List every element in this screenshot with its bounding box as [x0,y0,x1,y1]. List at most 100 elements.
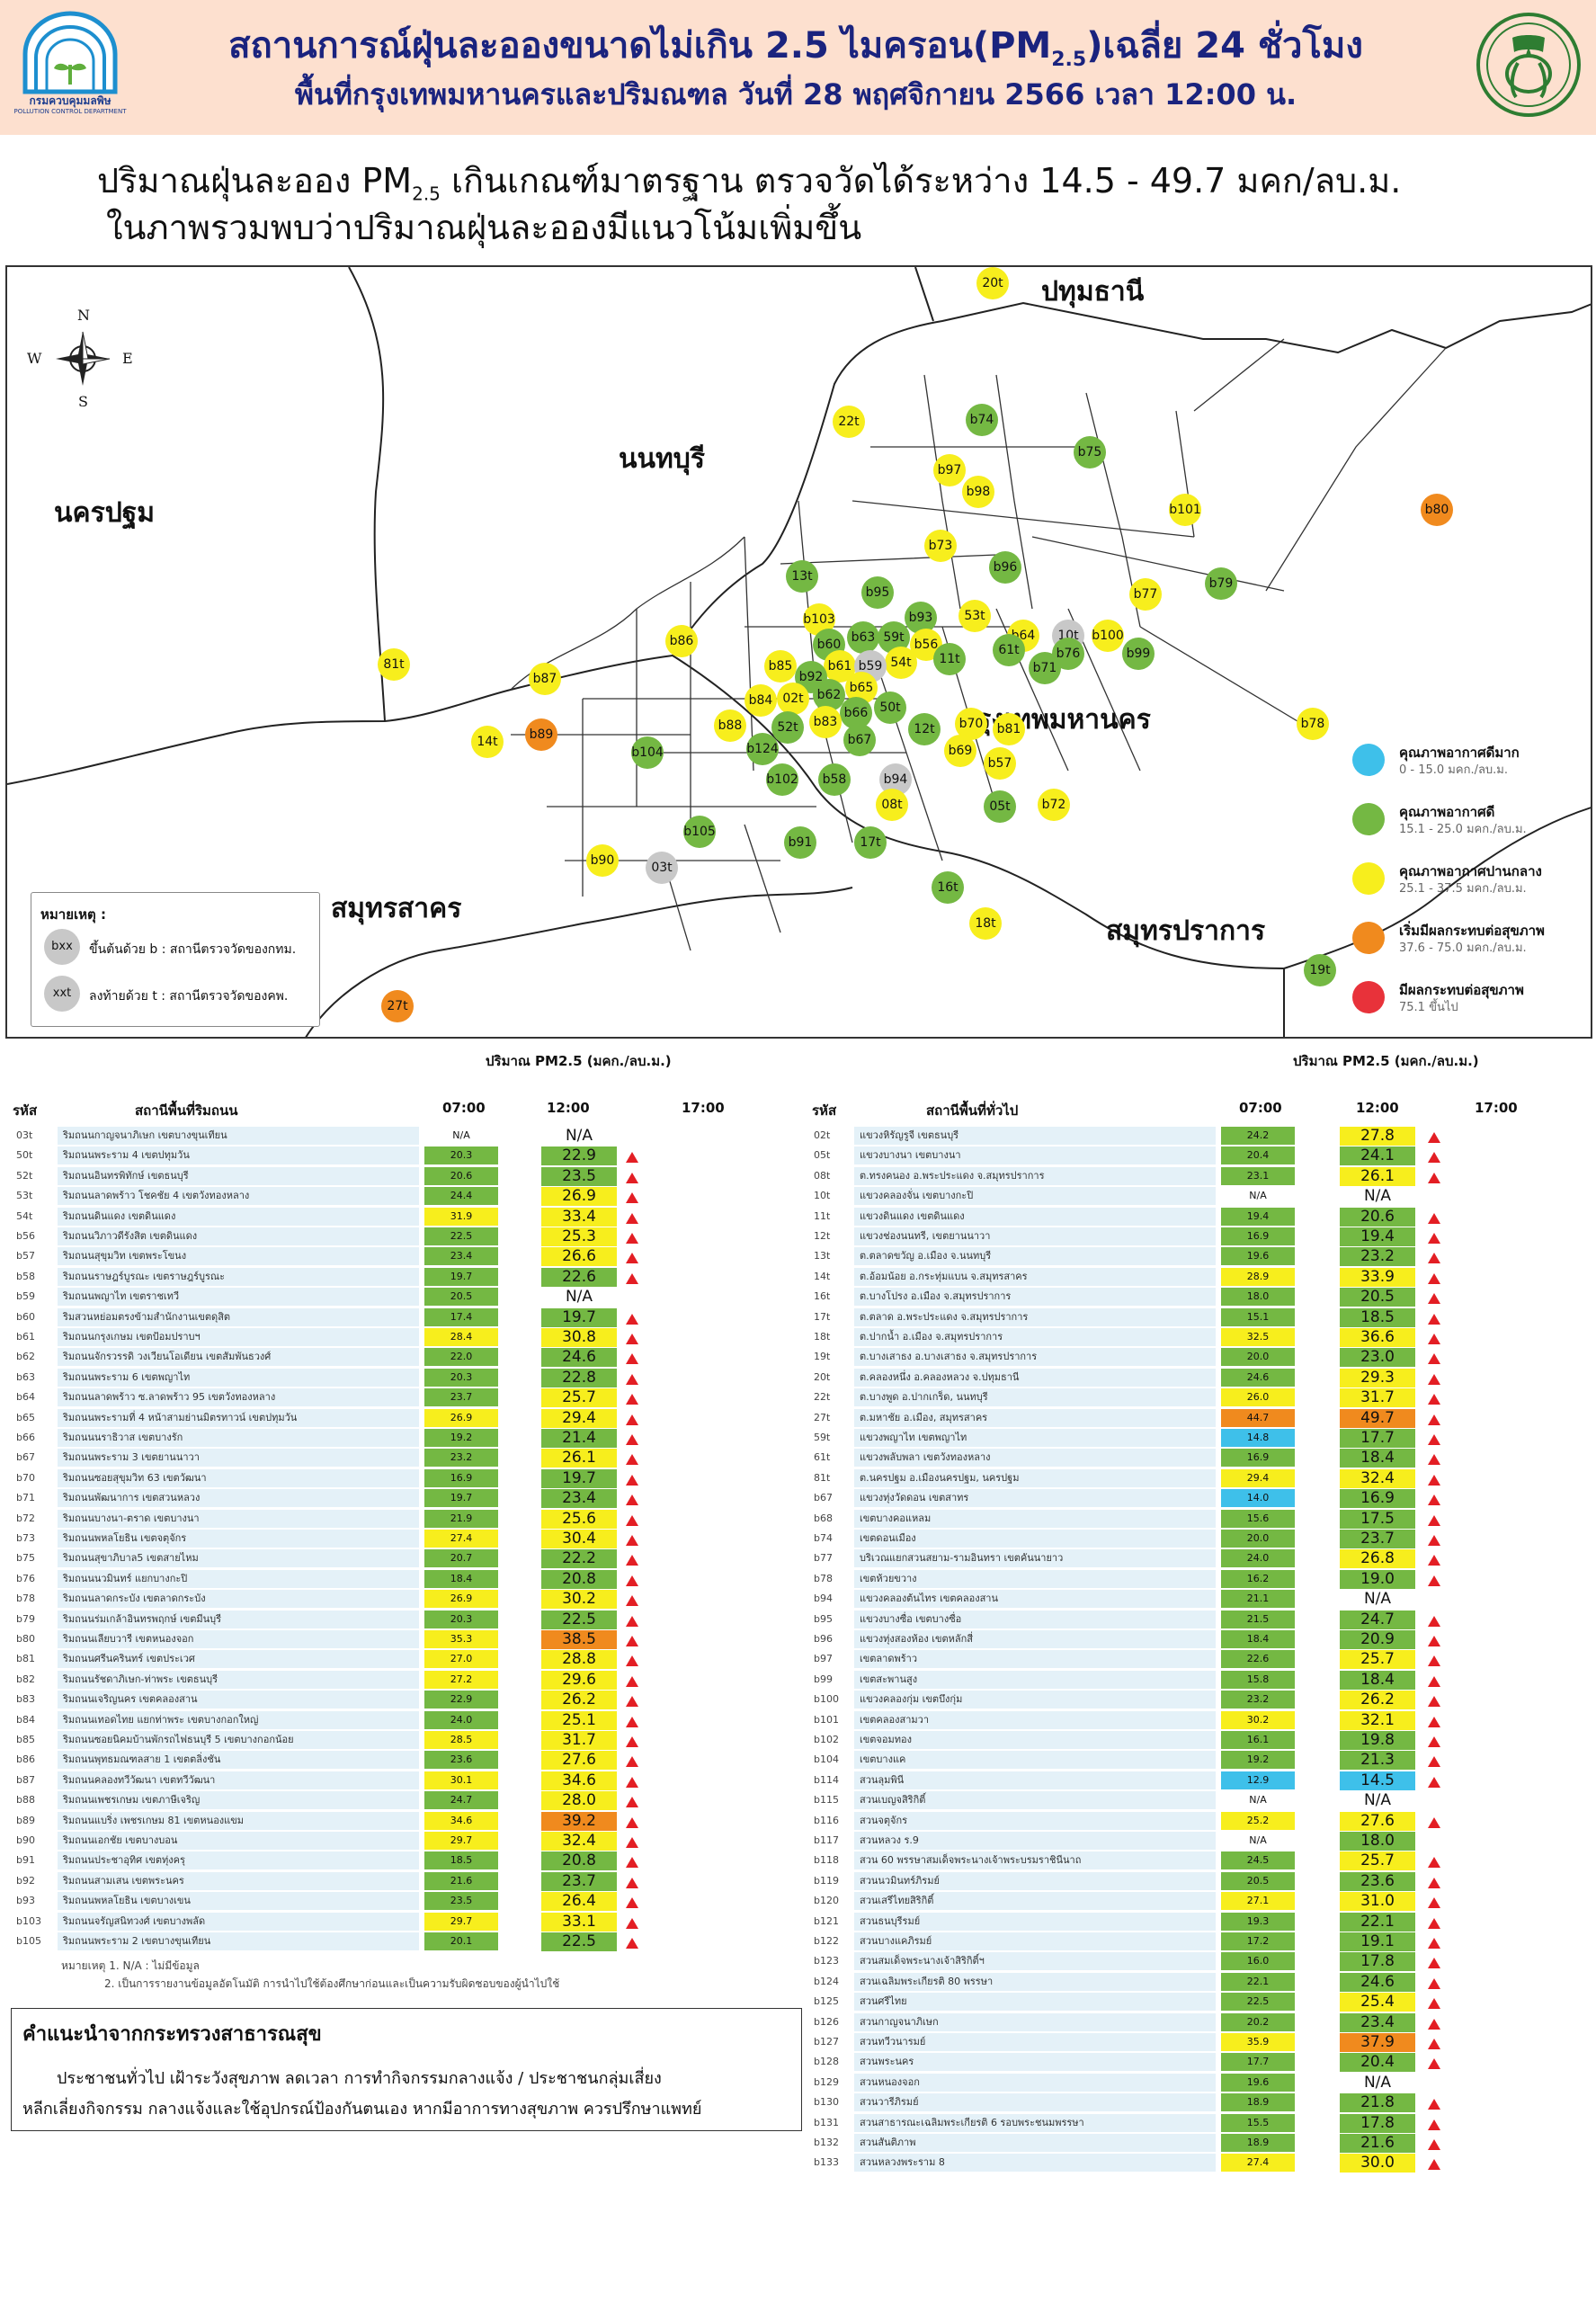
station-code: b89 [16,1814,35,1826]
value-0700: 14.8 [1221,1429,1295,1447]
station-name: สวนนวมินทร์ภิรมย์ [854,1871,1216,1890]
value-1200: 31.0 [1340,1892,1415,1912]
value-0700: 27.4 [1221,2154,1295,2173]
value-0700: 29.4 [1221,1468,1295,1487]
value-0700: 21.6 [424,1871,498,1890]
station-marker: b105 [683,816,716,848]
station-marker: b75 [1074,436,1106,468]
value-1200: 21.6 [1340,2134,1415,2153]
value-1200: 21.3 [1340,1751,1415,1771]
station-name: แขวงพลับพลา เขตวังทองหลาง [854,1449,1216,1468]
station-marker: 52t [771,711,804,744]
station-code: 22t [814,1391,831,1404]
station-name: ริมถนนพหลโยธิน เขตบางเขน [58,1892,419,1911]
station-code: b73 [16,1532,35,1544]
trend-up-icon [1428,2018,1440,2030]
station-code: b91 [16,1854,35,1867]
value-1200: 39.2 [541,1811,617,1831]
station-code: b63 [16,1370,35,1383]
station-marker: b104 [631,736,664,769]
station-name: ริมถนนดินแดง เขตดินแดง [58,1207,419,1226]
value-1200: 26.1 [1340,1166,1415,1186]
station-code: b122 [814,1935,839,1947]
station-marker: b69 [944,735,976,767]
station-marker: b96 [989,551,1021,584]
station-name: ริมถนนพระรามที่ 4 หน้าสามย่านมิตรทาวน์ เ… [58,1408,419,1427]
station-code: b86 [16,1753,35,1766]
station-name: ริมถนนลาดพร้าว โชคชัย 4 เขตวังทองหลาง [58,1187,419,1206]
value-0700: 15.1 [1221,1307,1295,1326]
trend-up-icon [626,1192,638,1204]
station-marker: b83 [809,706,842,738]
trend-up-icon [626,1636,638,1646]
station-name: ริมถนนพระราม 3 เขตยานนาวา [58,1449,419,1468]
station-code: b130 [814,2096,839,2109]
station-marker: b101 [1169,494,1201,526]
trend-up-icon [626,1897,638,1909]
value-0700: 22.5 [424,1227,498,1245]
pcd-logo: กรมควบคุมมลพิษ POLLUTION CONTROL DEPARTM… [13,9,128,115]
health-advice-box: คำแนะนำจากกระทรวงสาธารณสุข ประชาชนทั่วไป… [11,2008,802,2131]
station-marker: b67 [843,724,876,756]
station-marker: 81t [378,648,410,681]
trend-up-icon [1428,1655,1440,1667]
value-1200: 26.6 [541,1247,617,1267]
trend-up-icon [1428,1152,1440,1164]
station-name: สวนทวีวนารมย์ [854,2033,1216,2051]
station-code: 61t [814,1451,831,1464]
value-1200: 29.3 [1340,1368,1415,1387]
header-banner: กรมควบคุมมลพิษ POLLUTION CONTROL DEPARTM… [0,0,1596,135]
trend-up-icon [1428,1212,1440,1224]
station-name: สวนบางแคภิรมย์ [854,1932,1216,1950]
station-marker: 53t [958,600,991,632]
legend-item: คุณภาพอากาศปานกลาง 25.1 - 37.5 มคก./ลบ.ม. [1347,855,1581,915]
station-code: b96 [814,1633,833,1645]
left-code-header: รหัส [13,1102,38,1119]
trend-up-icon [626,1272,638,1284]
station-name: ริมถนนราษฎร์บูรณะ เขตราษฎร์บูรณะ [58,1267,419,1286]
trend-up-icon [1428,1434,1440,1445]
station-name: เขตสะพานสูง [854,1670,1216,1689]
station-name: ริมถนนนวมินทร์ แยกบางกะปิ [58,1569,419,1588]
value-0700: 35.9 [1221,2033,1295,2051]
value-1200: 20.8 [541,1851,617,1871]
value-1200: 27.8 [1340,1127,1415,1146]
station-code: b123 [814,1955,839,1967]
station-code: b118 [814,1854,839,1867]
value-1200: 18.4 [1340,1449,1415,1468]
station-name: เขตดอนเมือง [854,1530,1216,1548]
value-1200: 20.5 [1340,1288,1415,1307]
value-0700: 23.2 [1221,1691,1295,1709]
value-1200: 31.7 [541,1731,617,1750]
value-1200: 23.7 [541,1871,617,1891]
trend-up-icon [626,1212,638,1224]
station-map: N S W E ปทุมธานี นนทบุรี นครปฐม กรุงเทพม… [5,265,1592,1039]
value-0700: 20.1 [424,1932,498,1950]
legend-item: คุณภาพอากาศดี 15.1 - 25.0 มคก./ลบ.ม. [1347,796,1581,855]
value-0700: 26.9 [424,1408,498,1427]
trend-up-icon [626,1414,638,1425]
value-1200: 30.8 [541,1328,617,1347]
value-1200: 32.4 [1340,1468,1415,1488]
station-name: บริเวณแยกสวนสยาม-รามอินทรา เขตคันนายาว [854,1549,1216,1568]
right-station-header: สถานีพื้นที่ทั่วไป [926,1102,1019,1119]
value-0700: 23.6 [424,1751,498,1770]
value-0700: 31.9 [424,1207,498,1226]
value-0700: 20.3 [424,1610,498,1628]
value-1200: 34.6 [541,1771,617,1790]
station-name: แขวงคลองจั่น เขตบางกะปิ [854,1187,1216,1206]
station-code: 02t [814,1129,831,1141]
value-0700: 19.6 [1221,1247,1295,1266]
station-name: ริมถนนรัชดาภิเษก-ท่าพระ เขตธนบุรี [58,1670,419,1689]
station-code: b100 [814,1693,839,1706]
province-label: นนทบุรี [619,443,705,475]
station-code: b129 [814,2075,839,2088]
trend-up-icon [1428,1495,1440,1506]
value-0700: 17.7 [1221,2053,1295,2072]
value-1200: 17.8 [1340,1952,1415,1972]
value-0700: 16.9 [1221,1227,1295,1245]
station-marker: 12t [908,713,941,745]
station-code: 03t [16,1129,33,1141]
value-0700: 22.6 [1221,1650,1295,1669]
station-name: สวนเฉลิมพระเกียรติ 80 พรรษา [854,1972,1216,1991]
